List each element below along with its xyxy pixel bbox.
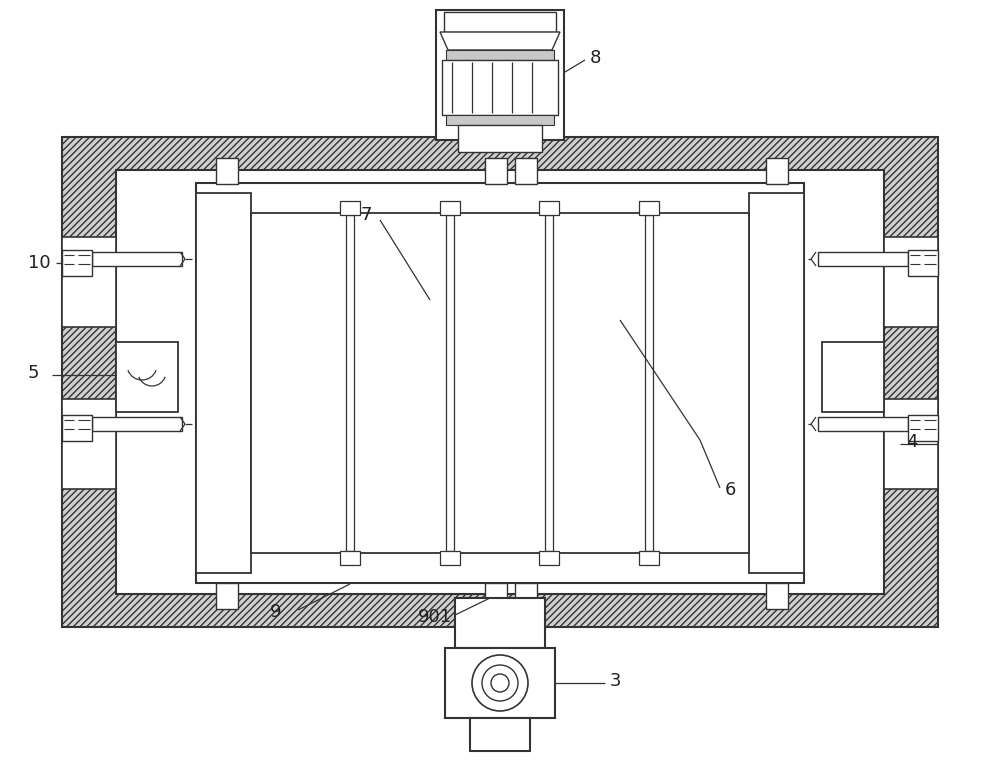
- Bar: [116, 170, 884, 594]
- Bar: [62, 250, 92, 276]
- Bar: [766, 158, 788, 184]
- Bar: [216, 583, 238, 609]
- Bar: [62, 399, 116, 489]
- Bar: [539, 201, 559, 215]
- Bar: [818, 252, 908, 266]
- Bar: [539, 551, 559, 565]
- Bar: [196, 183, 804, 583]
- Bar: [116, 170, 884, 594]
- Bar: [645, 215, 653, 551]
- Bar: [749, 193, 804, 573]
- Bar: [62, 137, 938, 627]
- Bar: [216, 158, 238, 184]
- Bar: [62, 415, 92, 441]
- Text: 9: 9: [270, 603, 282, 621]
- Bar: [639, 551, 659, 565]
- Bar: [436, 10, 564, 140]
- Bar: [485, 583, 507, 609]
- Bar: [446, 215, 454, 551]
- Bar: [470, 718, 530, 751]
- Bar: [462, 609, 538, 637]
- Bar: [766, 583, 788, 609]
- Bar: [116, 342, 178, 412]
- Bar: [196, 193, 251, 573]
- Text: 6: 6: [725, 481, 736, 499]
- Text: 7: 7: [360, 206, 372, 224]
- Bar: [822, 342, 884, 412]
- Text: 901: 901: [418, 608, 452, 626]
- Bar: [884, 237, 938, 327]
- Bar: [908, 415, 938, 441]
- Bar: [440, 551, 460, 565]
- Bar: [458, 125, 542, 152]
- Bar: [818, 417, 908, 431]
- Bar: [515, 583, 537, 609]
- Bar: [442, 60, 558, 115]
- Bar: [440, 201, 460, 215]
- Bar: [444, 12, 556, 32]
- Bar: [908, 250, 938, 276]
- Bar: [251, 213, 749, 553]
- Text: 4: 4: [906, 433, 918, 451]
- Text: 5: 5: [28, 364, 40, 382]
- Text: 3: 3: [610, 672, 622, 690]
- Bar: [62, 237, 116, 327]
- Bar: [92, 252, 182, 266]
- Bar: [340, 551, 360, 565]
- Bar: [639, 201, 659, 215]
- Bar: [545, 215, 553, 551]
- Bar: [340, 201, 360, 215]
- Circle shape: [491, 674, 509, 692]
- Bar: [884, 399, 938, 489]
- Bar: [485, 158, 507, 184]
- Bar: [455, 598, 545, 648]
- Polygon shape: [440, 32, 560, 50]
- Bar: [346, 215, 354, 551]
- Bar: [445, 648, 555, 718]
- Bar: [92, 417, 182, 431]
- Text: 8: 8: [590, 49, 601, 67]
- Bar: [515, 158, 537, 184]
- Bar: [446, 115, 554, 125]
- Text: 10: 10: [28, 254, 51, 272]
- Bar: [446, 50, 554, 60]
